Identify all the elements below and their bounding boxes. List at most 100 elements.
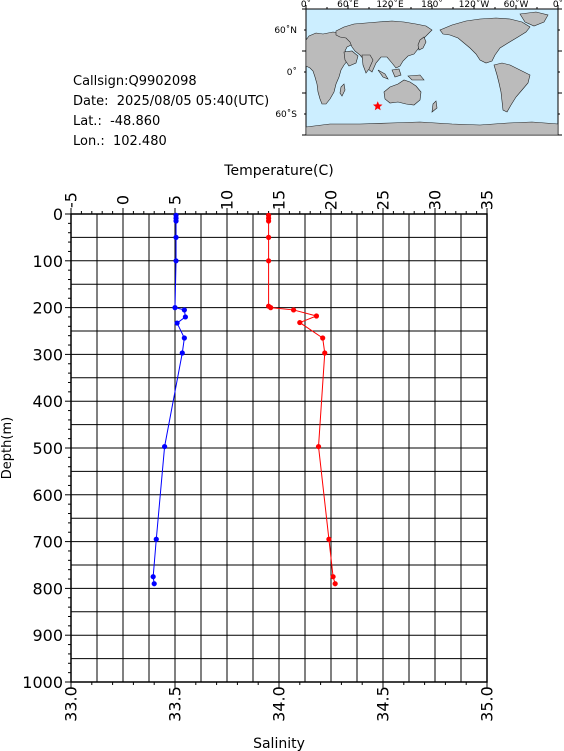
depth-axis-label: Depth(m) bbox=[0, 417, 15, 479]
salinity-data-point bbox=[315, 443, 322, 450]
salinity-tick-labels: 33.0 33.5 34.0 34.5 35.0 bbox=[62, 686, 497, 722]
depth-tick-label: 600 bbox=[32, 486, 63, 505]
temperature-data-point bbox=[153, 536, 159, 542]
land-sumatra bbox=[377, 69, 389, 80]
depth-tick-label: 300 bbox=[32, 345, 63, 364]
depth-tick-label: 400 bbox=[32, 392, 63, 411]
land-japan bbox=[417, 36, 427, 51]
temperature-tick-label: 30 bbox=[426, 190, 445, 210]
temperature-tick-label: 25 bbox=[374, 190, 393, 210]
series-layer bbox=[150, 212, 338, 587]
temperature-data-point bbox=[150, 574, 156, 580]
temperature-tick-label: 10 bbox=[218, 190, 237, 210]
temperature-data-point bbox=[181, 335, 187, 341]
temperature-data-point bbox=[173, 218, 179, 224]
salinity-data-point bbox=[320, 335, 326, 341]
land-madagascar bbox=[339, 83, 346, 97]
depth-tick-label: 700 bbox=[32, 533, 63, 552]
salinity-tick-label: 35.0 bbox=[478, 686, 497, 722]
longitude-text: Lon.: 102.480 bbox=[73, 134, 167, 149]
location-marker bbox=[372, 101, 383, 111]
map-lat-label: 60˚S bbox=[275, 109, 297, 120]
depth-tick-label: 0 bbox=[53, 205, 63, 224]
land-arabia bbox=[343, 50, 359, 67]
map-lon-label: 180˚ bbox=[421, 0, 443, 10]
temperature-data-point bbox=[174, 320, 180, 326]
salinity-data-point bbox=[326, 536, 332, 542]
land-north-america bbox=[439, 17, 531, 64]
temperature-data-point bbox=[173, 234, 179, 240]
salinity-data-point bbox=[266, 258, 272, 264]
salinity-tick-label: 34.0 bbox=[270, 686, 289, 722]
land-borneo bbox=[391, 68, 402, 78]
salinity-data-point bbox=[268, 305, 274, 311]
salinity-data-point bbox=[332, 581, 338, 587]
temperature-data-point bbox=[179, 350, 185, 356]
map-lon-label: 60˚E bbox=[337, 0, 359, 10]
temperature-tick-labels: -5 0 5 10 15 20 25 30 35 bbox=[62, 190, 497, 210]
depth-tick-labels: 0 100 200 300 400 500 600 700 800 900 1000 bbox=[22, 205, 63, 692]
temperature-tick-label: 5 bbox=[166, 195, 185, 205]
depth-tick-label: 500 bbox=[32, 439, 63, 458]
temperature-tick-label: -5 bbox=[62, 192, 81, 208]
profile-info: Callsign:Q9902098 Date: 2025/08/05 05:40… bbox=[73, 72, 269, 152]
salinity-axis-label: Salinity bbox=[253, 736, 305, 751]
temperature-data-point bbox=[162, 443, 168, 450]
salinity-profile-line bbox=[268, 215, 336, 584]
salinity-data-point bbox=[266, 234, 272, 240]
land-new-zealand bbox=[431, 100, 438, 113]
depth-tick-label: 1000 bbox=[22, 673, 63, 692]
temperature-tick-label: 0 bbox=[114, 195, 133, 205]
map-lon-label: 120˚E bbox=[376, 0, 404, 10]
land-south-america bbox=[493, 62, 531, 113]
land-eurasia bbox=[335, 20, 433, 73]
map-latitude-labels: 60˚N 0˚ 60˚S bbox=[274, 25, 297, 120]
salinity-tick-label: 33.5 bbox=[166, 686, 185, 722]
map-lon-label: 120˚W bbox=[459, 0, 490, 10]
temperature-data-point bbox=[172, 305, 178, 311]
temperature-data-point bbox=[182, 314, 188, 320]
map-frame-ticks bbox=[302, 5, 562, 136]
latitude-text: Lat.: -48.860 bbox=[73, 114, 161, 129]
temperature-tick-label: 35 bbox=[478, 190, 497, 210]
land-greenland bbox=[519, 11, 549, 27]
depth-tick-label: 800 bbox=[32, 579, 63, 598]
salinity-data-point bbox=[266, 218, 272, 224]
temperature-data-point bbox=[151, 581, 157, 587]
callsign-text: Callsign:Q9902098 bbox=[73, 74, 197, 89]
salinity-data-point bbox=[330, 574, 336, 580]
land-antarctica bbox=[305, 121, 559, 136]
land-australia bbox=[383, 79, 422, 106]
depth-tick-label: 100 bbox=[32, 252, 63, 271]
temperature-data-point bbox=[181, 307, 187, 313]
map-lat-label: 0˚ bbox=[287, 67, 297, 78]
map-lon-label: 60˚W bbox=[504, 0, 529, 10]
depth-tick-label: 900 bbox=[32, 626, 63, 645]
salinity-data-point bbox=[290, 307, 297, 313]
salinity-data-point bbox=[322, 350, 328, 356]
salinity-data-point bbox=[313, 313, 320, 319]
map-land bbox=[305, 11, 559, 136]
date-text: Date: 2025/08/05 05:40(UTC) bbox=[73, 94, 270, 109]
salinity-data-point bbox=[297, 319, 303, 326]
depth-tick-label: 200 bbox=[32, 299, 63, 318]
map-lat-label: 60˚N bbox=[274, 25, 297, 36]
temperature-tick-label: 20 bbox=[322, 190, 341, 210]
chart-grid bbox=[70, 213, 488, 683]
salinity-tick-label: 34.5 bbox=[374, 686, 393, 722]
map-longitude-labels: 0˚ 60˚E 120˚E 180˚ 120˚W 60˚W 0˚ bbox=[301, 0, 563, 10]
land-new-guinea bbox=[407, 74, 425, 81]
temperature-axis-label: Temperature(C) bbox=[223, 163, 333, 179]
temperature-data-point bbox=[173, 258, 179, 264]
map-lon-label: 0˚ bbox=[301, 0, 311, 10]
temperature-profile-line bbox=[152, 215, 186, 584]
land-india bbox=[361, 54, 374, 74]
world-map-inset: 0˚ 60˚E 120˚E 180˚ 120˚W 60˚W 0˚ 60˚N 0˚ 60˚S bbox=[274, 0, 563, 136]
salinity-tick-label: 33.0 bbox=[62, 686, 81, 722]
axis-ticks bbox=[65, 208, 488, 688]
map-lon-label: 0˚ bbox=[553, 0, 563, 10]
star-icon bbox=[372, 101, 383, 111]
temperature-tick-label: 15 bbox=[270, 190, 289, 210]
